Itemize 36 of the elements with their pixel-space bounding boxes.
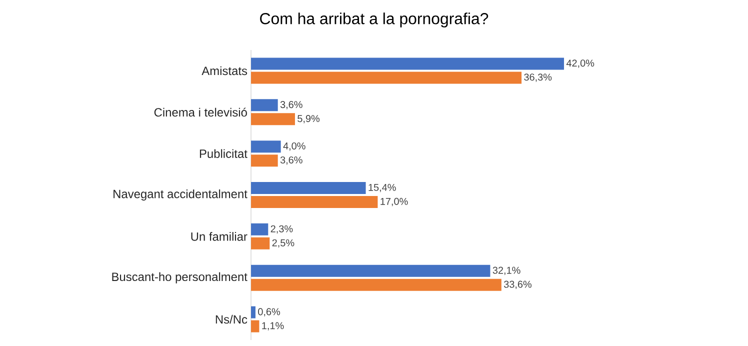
y-tick-label: Publicitat — [200, 149, 248, 158]
chart-title: Com ha arribat a la pornografia? — [260, 12, 488, 28]
data-label: 33,6% — [504, 280, 532, 289]
y-tick-label: Navegant accidentalment — [114, 189, 248, 201]
bar — [251, 223, 268, 236]
bar — [251, 264, 490, 277]
data-label: 5,9% — [298, 115, 320, 124]
data-label: 3,6% — [280, 101, 302, 110]
bar — [251, 154, 278, 167]
y-tick-label: Cinema i televisió — [154, 108, 247, 117]
bar — [251, 196, 378, 208]
bar — [251, 278, 502, 291]
bar — [251, 99, 278, 112]
y-tick-label: Ns/Nc — [216, 314, 248, 324]
data-label: 17,0% — [380, 198, 408, 206]
data-label: 2,5% — [272, 239, 294, 248]
bar — [251, 72, 522, 84]
bar — [251, 113, 295, 126]
data-label: 15,4% — [368, 184, 396, 192]
data-label: 42,0% — [566, 60, 594, 68]
data-label: 1,1% — [262, 322, 284, 330]
y-tick-label: Amistats — [202, 66, 248, 76]
data-label: 3,6% — [280, 156, 302, 165]
bar — [251, 320, 260, 332]
data-label: 0,6% — [258, 308, 280, 316]
bar — [251, 237, 270, 250]
bar — [251, 58, 564, 70]
data-label: 36,3% — [524, 74, 552, 82]
bar — [251, 140, 281, 153]
data-label: 32,1% — [492, 266, 520, 275]
bar — [251, 182, 366, 194]
y-tick-label: Un familiar — [191, 232, 248, 241]
y-tick-label: Buscant-ho personalment — [112, 272, 248, 284]
data-label: 2,3% — [270, 225, 293, 234]
bar — [251, 306, 256, 318]
data-label: 4,0% — [283, 142, 306, 151]
